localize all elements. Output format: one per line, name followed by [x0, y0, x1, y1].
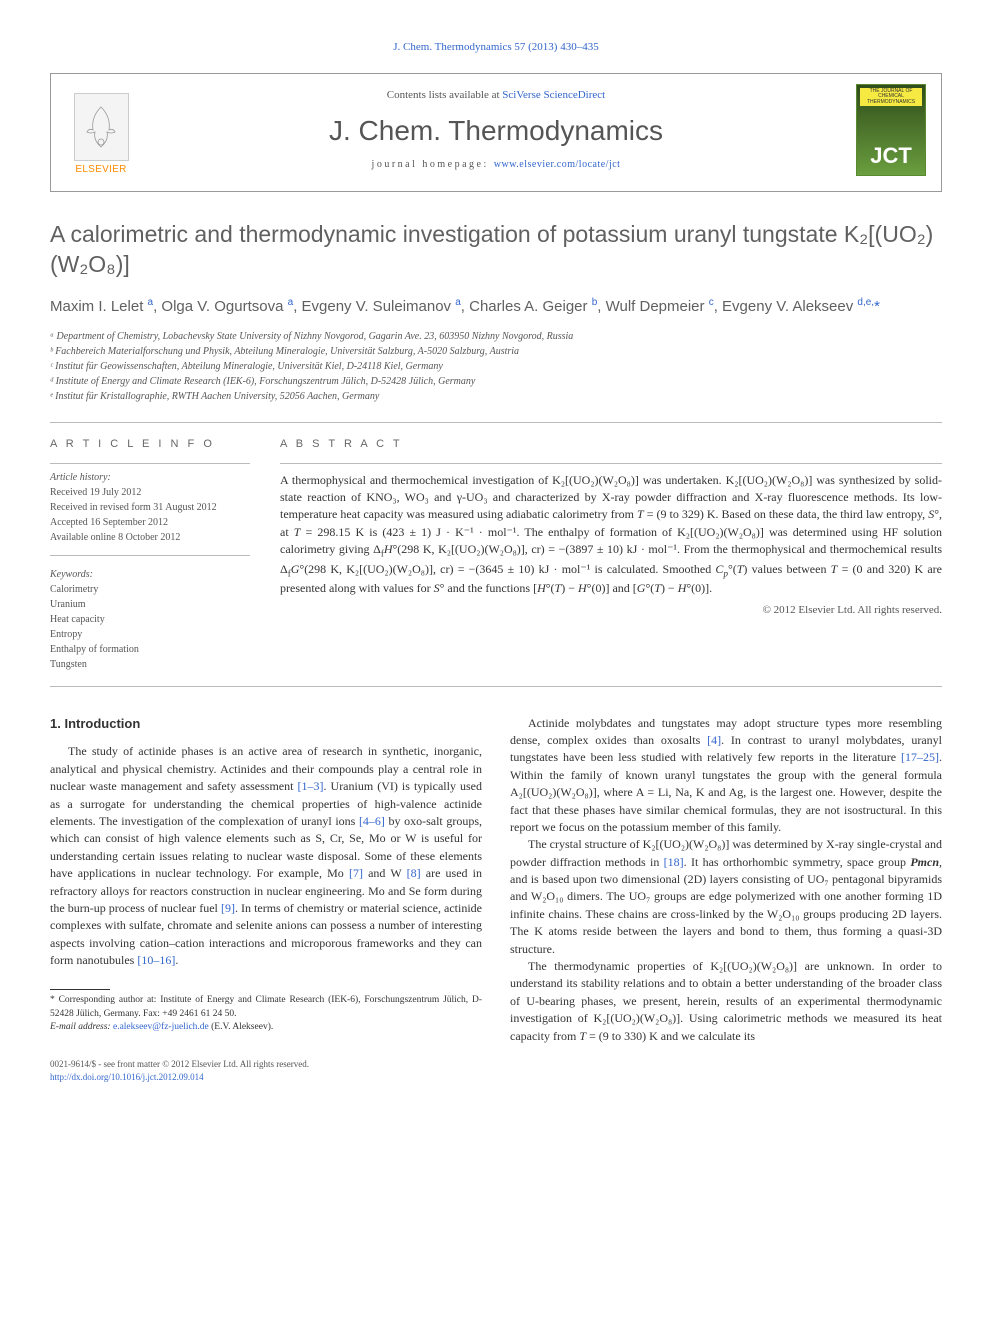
body-column-right: Actinide molybdates and tungstates may a…: [510, 715, 942, 1084]
homepage-line: journal homepage: www.elsevier.com/locat…: [156, 158, 836, 172]
journal-name: J. Chem. Thermodynamics: [156, 111, 836, 150]
history-received: Received 19 July 2012: [50, 487, 141, 498]
contents-line: Contents lists available at SciVerse Sci…: [156, 88, 836, 103]
article-info-label: A R T I C L E I N F O: [50, 437, 250, 452]
rule-below-info: [50, 686, 942, 687]
footnote-text: * Corresponding author at: Institute of …: [50, 995, 482, 1018]
body-column-left: 1. Introduction The study of actinide ph…: [50, 715, 482, 1084]
elsevier-tree-icon: [74, 93, 129, 161]
abstract-copyright: © 2012 Elsevier Ltd. All rights reserved…: [280, 603, 942, 618]
abstract-text: A thermophysical and thermochemical inve…: [280, 472, 942, 598]
body-paragraph: The study of actinide phases is an activ…: [50, 743, 482, 969]
keyword: Enthalpy of formation: [50, 644, 139, 655]
history-online: Available online 8 October 2012: [50, 532, 180, 543]
body-paragraph: The crystal structure of K₂[(UO₂)(W₂O₈)]…: [510, 836, 942, 958]
affiliation-d: ᵈ Institute of Energy and Climate Resear…: [50, 374, 942, 389]
rule-abstract: [280, 463, 942, 464]
footer-line1: 0021-9614/$ - see front matter © 2012 El…: [50, 1059, 309, 1069]
affiliation-e: ᵉ Institut für Kristallographie, RWTH Aa…: [50, 389, 942, 404]
keyword: Uranium: [50, 599, 86, 610]
affiliation-b: ᵇ Fachbereich Materialforschung und Phys…: [50, 344, 942, 359]
email-label: E-mail address:: [50, 1022, 113, 1032]
contents-prefix: Contents lists available at: [387, 89, 502, 101]
keyword: Entropy: [50, 629, 82, 640]
history-revised: Received in revised form 31 August 2012: [50, 502, 217, 513]
keyword: Heat capacity: [50, 614, 105, 625]
corresponding-email-link[interactable]: e.alekseev@fz-juelich.de: [113, 1022, 209, 1032]
rule-info-2: [50, 555, 250, 556]
jct-cover-abbrev: JCT: [870, 141, 912, 172]
footer-copyright: 0021-9614/$ - see front matter © 2012 El…: [50, 1058, 482, 1083]
jct-cover-tag: THE JOURNAL OF CHEMICAL THERMODYNAMICS: [860, 88, 922, 107]
intro-heading: 1. Introduction: [50, 715, 482, 734]
body-paragraph: Actinide molybdates and tungstates may a…: [510, 715, 942, 837]
keyword: Calorimetry: [50, 584, 98, 595]
history-accepted: Accepted 16 September 2012: [50, 517, 168, 528]
email-suffix: (E.V. Alekseev).: [209, 1022, 273, 1032]
abstract-label: A B S T R A C T: [280, 437, 942, 452]
keywords-label: Keywords:: [50, 568, 250, 582]
jct-cover-icon: THE JOURNAL OF CHEMICAL THERMODYNAMICS J…: [856, 84, 926, 176]
affiliation-c: ᶜ Institut für Geowissenschaften, Abteil…: [50, 359, 942, 374]
authors-list: Maxim I. Lelet a, Olga V. Ogurtsova a, E…: [50, 296, 942, 317]
homepage-url-link[interactable]: www.elsevier.com/locate/jct: [494, 159, 621, 170]
elsevier-logo: ELSEVIER: [66, 82, 136, 177]
rule-info-1: [50, 463, 250, 464]
top-citation: J. Chem. Thermodynamics 57 (2013) 430–43…: [50, 40, 942, 55]
affiliations: ᵃ Department of Chemistry, Lobachevsky S…: [50, 329, 942, 404]
journal-header-box: ELSEVIER Contents lists available at Sci…: [50, 73, 942, 192]
doi-link[interactable]: http://dx.doi.org/10.1016/j.jct.2012.09.…: [50, 1072, 204, 1082]
article-history: Article history: Received 19 July 2012 R…: [50, 470, 250, 545]
corresponding-footnote: * Corresponding author at: Institute of …: [50, 994, 482, 1034]
keyword: Tungsten: [50, 659, 87, 670]
article-title: A calorimetric and thermodynamic investi…: [50, 220, 942, 280]
affiliation-a: ᵃ Department of Chemistry, Lobachevsky S…: [50, 329, 942, 344]
keywords-list: Calorimetry Uranium Heat capacity Entrop…: [50, 582, 250, 672]
body-paragraph: The thermodynamic properties of K₂[(UO₂)…: [510, 958, 942, 1045]
footnote-separator: [50, 989, 110, 990]
homepage-label: journal homepage:: [372, 159, 494, 170]
sciencedirect-link[interactable]: SciVerse ScienceDirect: [502, 89, 605, 101]
history-label: Article history:: [50, 472, 111, 483]
elsevier-wordmark: ELSEVIER: [75, 163, 126, 177]
